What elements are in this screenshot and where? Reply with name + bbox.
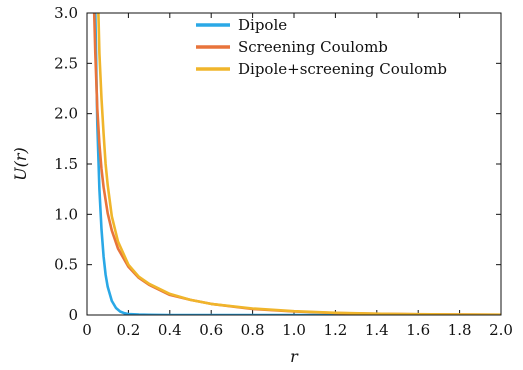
series-layer xyxy=(92,13,501,315)
x-tick-label: 1.2 xyxy=(323,321,347,339)
y-tick-label: 3.0 xyxy=(54,4,78,22)
legend-label: Screening Coulomb xyxy=(238,38,388,56)
x-tick-label: 0.6 xyxy=(199,321,223,339)
x-tick-label: 0.4 xyxy=(158,321,182,339)
series-line-dipole-screening-coulomb xyxy=(97,13,501,315)
series-line-screening-coulomb xyxy=(92,13,501,315)
legend-label: Dipole xyxy=(238,16,287,34)
x-tick-label: 0.2 xyxy=(116,321,140,339)
y-axis-ticks: 0 0.5 1.0 1.5 2.0 2.5 3.0 xyxy=(54,4,501,324)
y-tick-label: 0.5 xyxy=(54,256,78,274)
x-axis-title: r xyxy=(290,347,299,366)
x-tick-label: 1.8 xyxy=(448,321,472,339)
y-tick-label: 1.5 xyxy=(54,155,78,173)
x-tick-label: 0.8 xyxy=(241,321,265,339)
plot-frame xyxy=(86,12,502,316)
x-tick-label: 0 xyxy=(82,321,92,339)
x-tick-label: 1.0 xyxy=(282,321,306,339)
x-tick-label: 1.4 xyxy=(365,321,389,339)
legend: Dipole Screening Coulomb Dipole+screening … xyxy=(196,16,447,78)
x-tick-label: 1.6 xyxy=(406,321,430,339)
y-tick-label: 2.0 xyxy=(54,105,78,123)
x-axis-ticks: 0 0.2 0.4 0.6 0.8 1.0 1.2 1.4 1.6 1.8 2.0 xyxy=(82,13,513,339)
y-tick-label: 2.5 xyxy=(54,54,78,72)
y-axis-title: U(r) xyxy=(11,147,30,181)
legend-label: Dipole+screening Coulomb xyxy=(238,60,447,78)
series-line-dipole xyxy=(94,13,501,315)
x-tick-label: 2.0 xyxy=(489,321,513,339)
y-tick-label: 1.0 xyxy=(54,205,78,223)
y-tick-label: 0 xyxy=(68,306,78,324)
